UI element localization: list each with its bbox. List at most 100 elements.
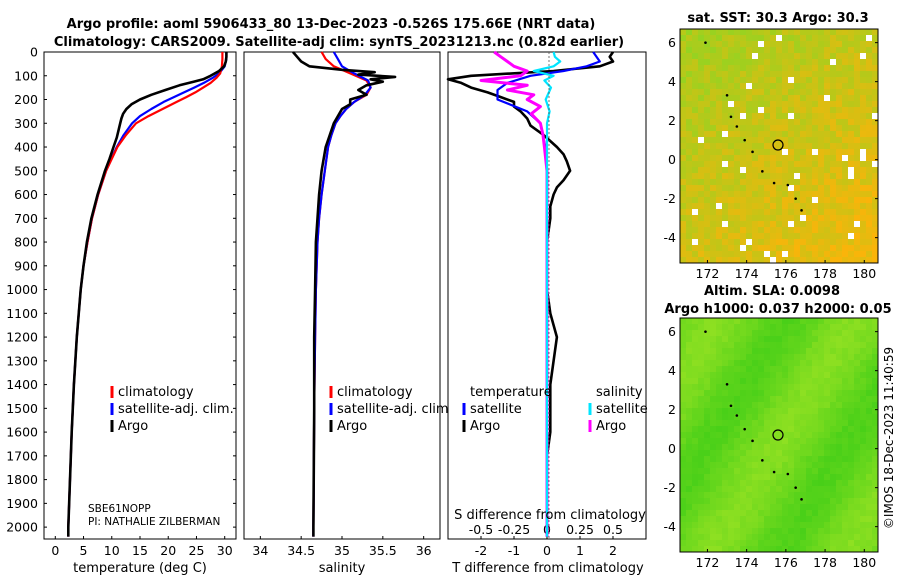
map-cell [770, 378, 776, 384]
map-cell [788, 456, 794, 462]
map-cell [848, 486, 854, 492]
map-cell [716, 324, 722, 330]
map-cell [854, 426, 860, 432]
map-cell [788, 191, 794, 197]
map-cell [860, 396, 866, 402]
map-cell [794, 191, 800, 197]
map-cell [752, 95, 758, 101]
map-cell [800, 47, 806, 53]
map-cell [758, 450, 764, 456]
map-cell [686, 462, 692, 468]
map-cell [770, 342, 776, 348]
map-cell [710, 125, 716, 131]
map-cell [776, 107, 782, 113]
map-cell [854, 396, 860, 402]
map-cell [710, 107, 716, 113]
map-cell [818, 197, 824, 203]
map-cell [800, 149, 806, 155]
map-cell [740, 372, 746, 378]
map-cell [872, 101, 878, 107]
map-cell [746, 137, 752, 143]
map-cell [860, 474, 866, 480]
map-cell [848, 53, 854, 59]
map-cell [866, 137, 872, 143]
map-cell [782, 534, 788, 540]
map-cell [860, 534, 866, 540]
map-cell [806, 468, 812, 474]
legend-satellite-adj: satellite-adj. clim. [337, 402, 453, 417]
map-cell [842, 456, 848, 462]
map-cell [836, 155, 842, 161]
map-cell [866, 420, 872, 426]
map-cell [704, 89, 710, 95]
map-cell [686, 330, 692, 336]
map-cell [842, 251, 848, 257]
map-cell [722, 408, 728, 414]
map-cell [764, 330, 770, 336]
map-cell [788, 444, 794, 450]
map-cell [698, 456, 704, 462]
map-cell [800, 215, 806, 221]
map-cell [764, 414, 770, 420]
map-cell [680, 546, 686, 552]
map-cell [866, 167, 872, 173]
map-cell [866, 516, 872, 522]
map-cell [818, 41, 824, 47]
lat-tick-label: -2 [664, 191, 676, 206]
map-cell [800, 528, 806, 534]
map-cell [818, 47, 824, 53]
map-cell [746, 257, 752, 263]
map-cell [776, 354, 782, 360]
map-cell [746, 119, 752, 125]
map-cell [704, 438, 710, 444]
map-cell [818, 179, 824, 185]
map-cell [716, 209, 722, 215]
map-cell [734, 396, 740, 402]
map-cell [800, 257, 806, 263]
map-cell [872, 408, 878, 414]
map-cell [836, 480, 842, 486]
map-cell [698, 378, 704, 384]
map-cell [812, 65, 818, 71]
map-cell [830, 504, 836, 510]
map-cell [824, 486, 830, 492]
map-cell [710, 510, 716, 516]
sla-map: Altim. SLA: 0.0098 Argo h1000: 0.037 h20… [664, 284, 892, 570]
map-cell [698, 203, 704, 209]
map-cell [698, 414, 704, 420]
map-cell [740, 432, 746, 438]
map-cell [818, 89, 824, 95]
sla-coastline [704, 330, 803, 501]
map-cell [680, 215, 686, 221]
map-cell [734, 113, 740, 119]
map-cell [716, 245, 722, 251]
map-cell [836, 468, 842, 474]
map-cell [824, 504, 830, 510]
map-cell [728, 173, 734, 179]
map-cell [698, 179, 704, 185]
map-cell [698, 167, 704, 173]
map-cell [794, 498, 800, 504]
map-cell [788, 372, 794, 378]
map-cell [848, 450, 854, 456]
map-cell [836, 510, 842, 516]
map-cell [704, 53, 710, 59]
map-cell [692, 185, 698, 191]
map-cell [782, 432, 788, 438]
map-cell [698, 342, 704, 348]
map-cell [764, 167, 770, 173]
map-cell [854, 149, 860, 155]
map-cell [740, 510, 746, 516]
map-cell [734, 83, 740, 89]
map-cell [872, 504, 878, 510]
map-cell [806, 185, 812, 191]
map-cell [794, 245, 800, 251]
map-cell [710, 522, 716, 528]
map-cell [854, 354, 860, 360]
map-cell [764, 113, 770, 119]
map-cell [752, 41, 758, 47]
map-cell [770, 516, 776, 522]
map-cell [764, 336, 770, 342]
map-cell [746, 167, 752, 173]
map-cell [752, 125, 758, 131]
